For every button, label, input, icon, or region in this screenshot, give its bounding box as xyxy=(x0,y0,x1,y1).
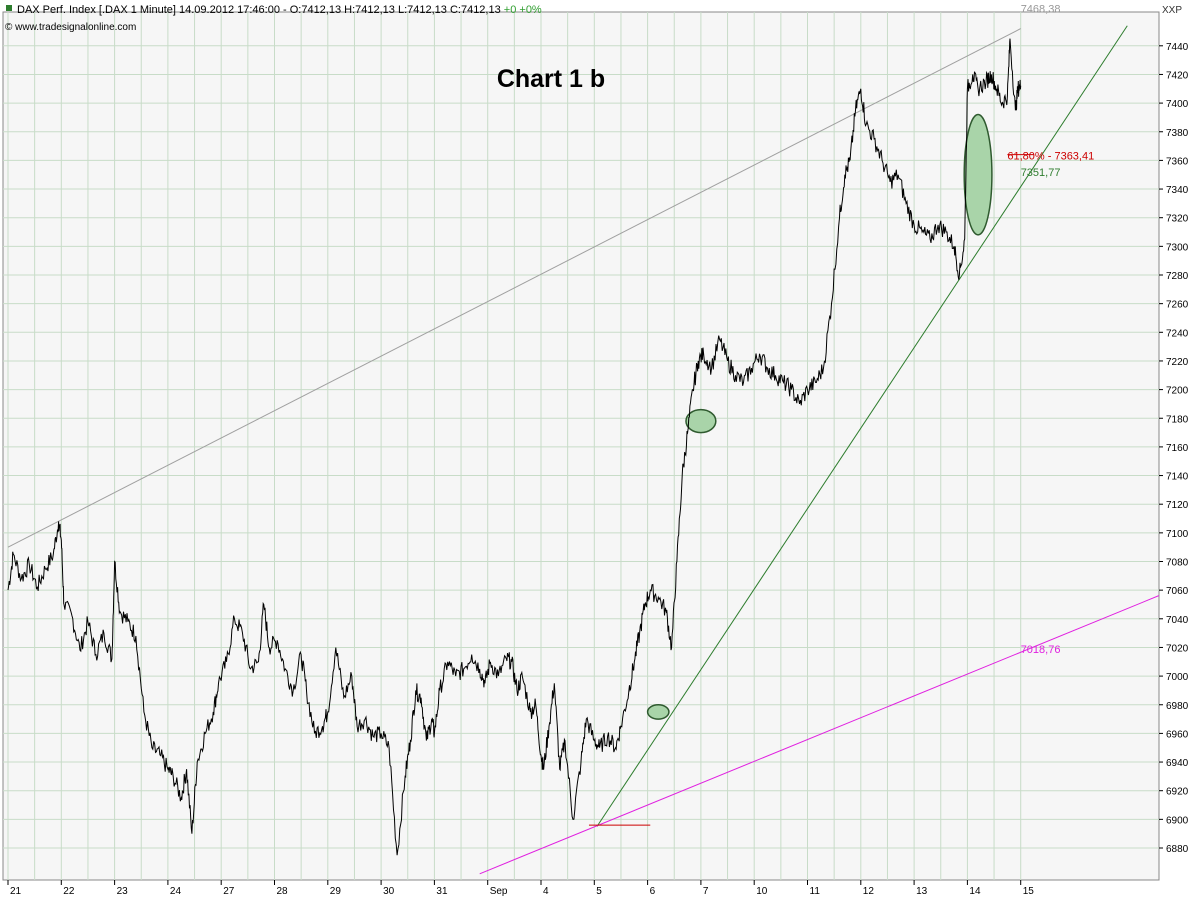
y-tick-label: 7380 xyxy=(1166,128,1189,139)
x-tick-label: 5 xyxy=(596,886,602,897)
x-tick-label: 27 xyxy=(223,886,235,897)
x-tick-label: 22 xyxy=(63,886,75,897)
source-credit: © www.tradesignalonline.com xyxy=(5,22,136,33)
upper-trendline xyxy=(7,28,1021,548)
y-tick-label: 7240 xyxy=(1166,328,1189,339)
highlight-ellipse xyxy=(963,113,993,236)
annotation-label: 7351,77 xyxy=(1021,167,1061,179)
ellipse-markers xyxy=(646,113,993,720)
y-tick-label: 6960 xyxy=(1166,729,1189,740)
x-tick-label: 7 xyxy=(703,886,709,897)
highlight-ellipse xyxy=(685,408,717,434)
y-tick-label: 7100 xyxy=(1166,529,1189,540)
x-tick-label: 10 xyxy=(756,886,768,897)
x-axis: 21 22 23 24 27 28 29 30 31 Sep 4 5 6 7 10 11 12 13 14 15 xyxy=(7,880,1035,897)
x-tick-label: 31 xyxy=(436,886,448,897)
y-tick-label: 6900 xyxy=(1166,815,1189,826)
y-tick-label: 7360 xyxy=(1166,156,1189,167)
x-tick-label: 6 xyxy=(650,886,656,897)
chart-title: Chart 1 b xyxy=(497,65,605,93)
header-title: DAX Perf. Index [.DAX 1 Minute] 14.09.20… xyxy=(17,4,501,16)
trendlines xyxy=(7,25,1159,875)
x-tick-label: 15 xyxy=(1023,886,1035,897)
y-tick-label: 6940 xyxy=(1166,758,1189,769)
x-tick-label: 24 xyxy=(170,886,182,897)
y-tick-label: 7300 xyxy=(1166,242,1189,253)
x-tick-label: 4 xyxy=(543,886,549,897)
y-tick-label: 7020 xyxy=(1166,643,1189,654)
y-tick-label: 6880 xyxy=(1166,844,1189,855)
y-tick-label: 7260 xyxy=(1166,300,1189,311)
x-tick-label: 13 xyxy=(916,886,928,897)
y-tick-label: 7340 xyxy=(1166,185,1189,196)
x-tick-label: 30 xyxy=(383,886,395,897)
magenta-trendline xyxy=(479,595,1159,875)
annotation-label: 7468,38 xyxy=(1021,4,1061,16)
y-tick-label: 6980 xyxy=(1166,701,1189,712)
x-tick-label: 28 xyxy=(277,886,289,897)
y-tick-label: 7400 xyxy=(1166,99,1189,110)
green-trendline xyxy=(596,25,1128,827)
annotation-label: 7018,76 xyxy=(1021,644,1061,656)
y-tick-label: 7000 xyxy=(1166,672,1189,683)
x-tick-label: 11 xyxy=(810,886,821,897)
y-tick-label: 7040 xyxy=(1166,615,1189,626)
price-line xyxy=(7,38,1022,856)
x-tick-label: 23 xyxy=(117,886,129,897)
annotations: 7468,38 61,80% - 7363,41 7351,77 7018,76 xyxy=(1007,4,1094,657)
y-tick-label: 6920 xyxy=(1166,787,1189,798)
y-tick-label: 7180 xyxy=(1166,414,1189,425)
series-color-swatch xyxy=(6,5,12,11)
price-series xyxy=(7,38,1022,856)
x-tick-label: Sep xyxy=(490,886,508,897)
x-tick-label: 21 xyxy=(10,886,22,897)
highlight-ellipse xyxy=(646,704,670,720)
y-tick-label: 7080 xyxy=(1166,558,1189,569)
x-tick-label: 14 xyxy=(969,886,981,897)
chart-header: DAX Perf. Index [.DAX 1 Minute] 14.09.20… xyxy=(17,4,542,16)
y-tick-label: 7320 xyxy=(1166,214,1189,225)
y-tick-label: 7280 xyxy=(1166,271,1189,282)
y-tick-label: 7060 xyxy=(1166,586,1189,597)
grid xyxy=(3,12,1159,880)
y-tick-label: 7200 xyxy=(1166,386,1189,397)
corner-label: XXP xyxy=(1162,5,1182,16)
y-axis: 6880 6900 6920 6940 6960 6980 7000 7020 7040 7060… xyxy=(1159,42,1189,855)
header-change: +0 +0% xyxy=(504,4,542,16)
y-tick-label: 7160 xyxy=(1166,443,1189,454)
x-tick-label: 29 xyxy=(330,886,342,897)
y-tick-label: 7220 xyxy=(1166,357,1189,368)
y-tick-label: 7440 xyxy=(1166,42,1189,53)
y-tick-label: 7140 xyxy=(1166,472,1189,483)
y-tick-label: 7420 xyxy=(1166,70,1189,81)
y-tick-label: 7120 xyxy=(1166,500,1189,511)
x-tick-label: 12 xyxy=(863,886,875,897)
annotation-label: 61,80% - 7363,41 xyxy=(1007,151,1094,163)
